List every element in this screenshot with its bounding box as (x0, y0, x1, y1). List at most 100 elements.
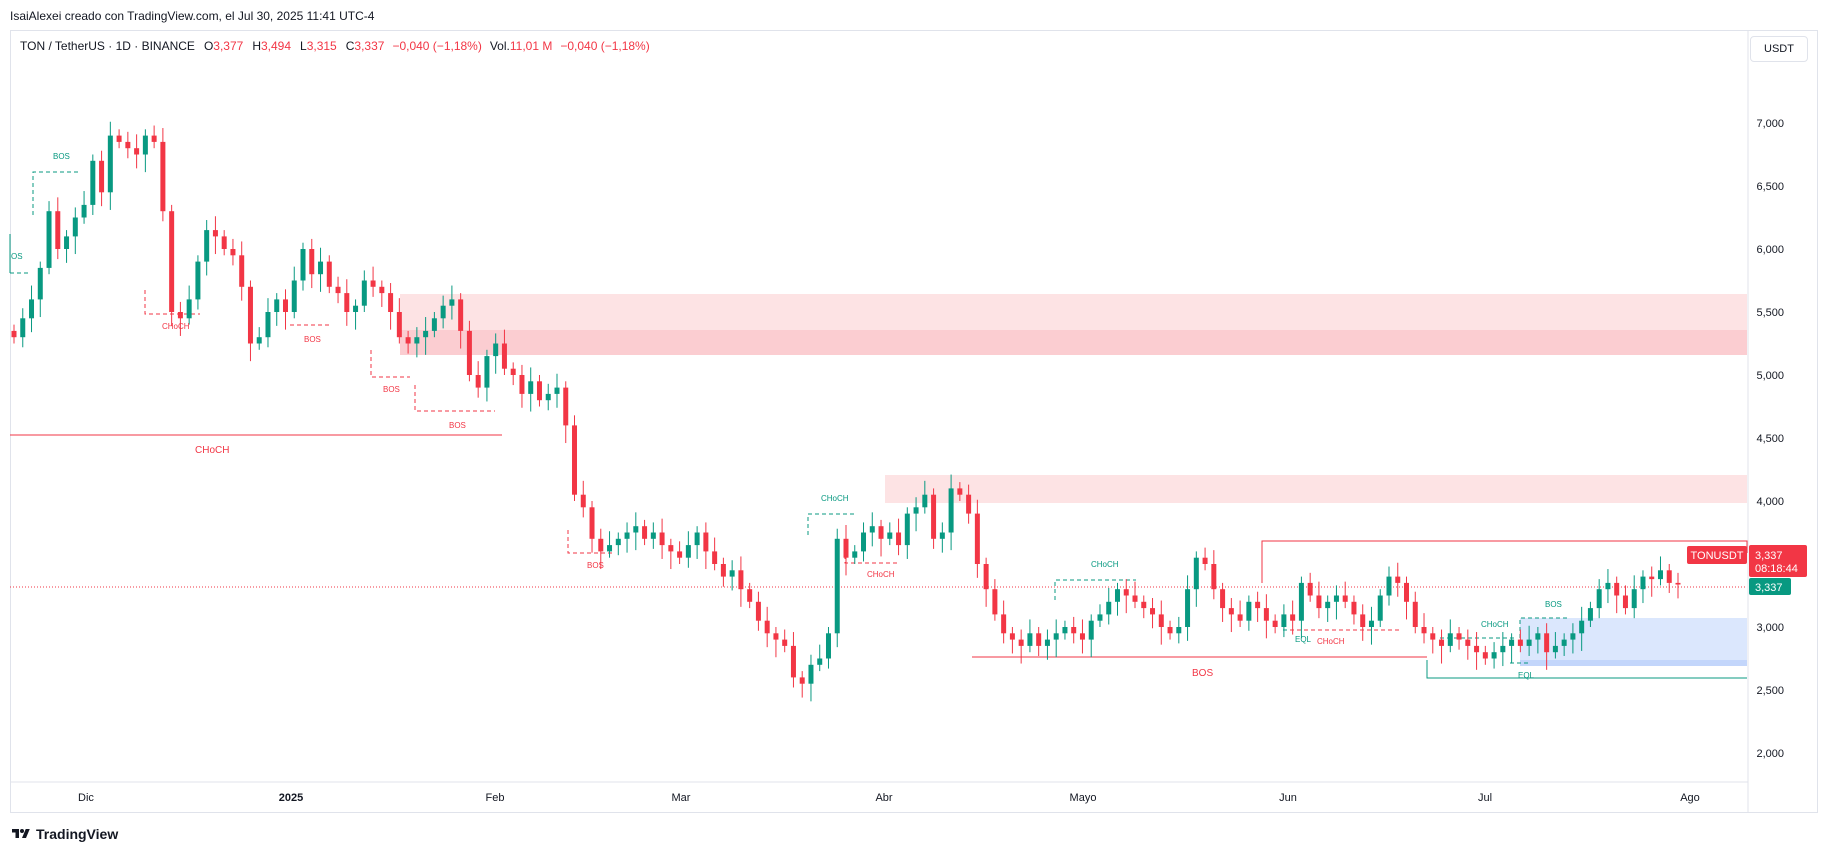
candle-body (957, 488, 963, 495)
candle-body (300, 249, 306, 281)
candle-body (204, 230, 210, 262)
supply-zone-lower (400, 330, 1747, 355)
candle-body (379, 286, 385, 294)
candle-body (90, 160, 96, 205)
candle-body (650, 532, 656, 539)
candle-body (1202, 557, 1208, 564)
candle-body (466, 330, 472, 375)
candle-body (1666, 570, 1672, 583)
candles-group (11, 121, 1681, 702)
candle-body (1395, 576, 1401, 583)
candle-body (642, 526, 648, 539)
candle-body (738, 570, 744, 590)
candle-body (1368, 620, 1374, 627)
candle-body (545, 393, 551, 401)
candle-body (265, 312, 271, 338)
candle-body (817, 658, 823, 665)
legend-volume-change: −0,040 (−1,18%) (560, 39, 650, 53)
label-choch-3: CHoCH (867, 570, 895, 579)
time-axis[interactable]: Dic 2025 Feb Mar Abr Mayo Jun Jul Ago (78, 792, 1700, 804)
candle-body (186, 299, 192, 319)
candle-body (685, 545, 691, 558)
candle-body (563, 387, 569, 426)
candle-body (353, 305, 359, 312)
price-axis[interactable]: 7,000 6,500 6,000 5,500 5,000 4,500 4,00… (1756, 118, 1784, 760)
last-price-tag: 3,337 (1755, 550, 1783, 562)
legend-change: −0,040 (−1,18%) (392, 39, 482, 53)
candle-body (1622, 595, 1628, 609)
candle-body (440, 305, 446, 319)
currency-button[interactable]: USDT (1750, 36, 1808, 62)
candle-body (913, 507, 919, 514)
candle-body (1272, 620, 1278, 627)
candle-body (677, 551, 683, 558)
candle-body (1185, 589, 1191, 627)
label-bos-4: BOS (449, 421, 466, 430)
candle-body (1640, 576, 1646, 590)
candle-body (1351, 601, 1357, 615)
candle-body (256, 337, 262, 344)
countdown-tag: 08:18:44 (1755, 563, 1798, 575)
candle-body (703, 532, 709, 552)
candle-body (20, 318, 26, 338)
brand-name: TradingView (36, 826, 119, 842)
candle-body (712, 551, 718, 564)
candle-body (869, 526, 875, 533)
candle-body (1404, 582, 1410, 602)
candle-body (291, 280, 297, 312)
candle-body (1176, 627, 1182, 634)
symbol-legend[interactable]: TON / TetherUS · 1D · BINANCE O 3,377 H … (20, 39, 650, 53)
candle-body (598, 538, 604, 552)
label-os: OS (11, 252, 23, 261)
candle-body (808, 664, 814, 684)
candle-body (633, 526, 639, 533)
candle-body (388, 293, 394, 312)
candle-body (1491, 652, 1497, 659)
candle-body (1579, 620, 1585, 634)
candle-body (1263, 608, 1269, 621)
legend-symbol[interactable]: TON / TetherUS · 1D · BINANCE (20, 39, 195, 53)
legend-low-value: 3,315 (306, 39, 337, 53)
candle-body (659, 532, 665, 546)
price-tick: 5,500 (1756, 307, 1784, 319)
legend-open-label: O (203, 39, 214, 53)
legend-volume-value: 11,01 M (509, 39, 553, 53)
candle-body (1009, 633, 1015, 640)
candle-body (64, 236, 70, 249)
candle-body (282, 299, 288, 312)
candle-body (1158, 614, 1164, 627)
chart-caption: IsaiAlexei creado con TradingView.com, e… (10, 9, 375, 23)
time-label: 2025 (279, 792, 303, 804)
candle-body (1526, 639, 1532, 646)
candle-body (729, 570, 735, 577)
demand-zone-july-edge (1520, 660, 1747, 666)
time-label: Jun (1279, 792, 1297, 804)
time-label: Mayo (1070, 792, 1097, 804)
candle-body (1570, 633, 1576, 640)
candle-body (896, 532, 902, 546)
label-bos-2: BOS (304, 335, 321, 344)
candle-body (1631, 589, 1637, 609)
label-eql-2: EQL (1518, 671, 1535, 680)
candle-body (843, 538, 849, 558)
candle-body (1561, 639, 1567, 646)
candle-body (475, 375, 481, 388)
candle-body (1596, 589, 1602, 609)
candle-body (431, 318, 437, 331)
candle-body (1053, 633, 1059, 640)
candle-body (589, 507, 595, 539)
candle-body (1290, 614, 1296, 621)
candle-body (361, 280, 367, 306)
candle-body (46, 211, 52, 268)
time-label: Dic (78, 792, 94, 804)
candle-body (1447, 633, 1453, 646)
candle-body (939, 532, 945, 539)
candle-body (694, 532, 700, 546)
candle-body (1228, 608, 1234, 615)
candle-body (1097, 614, 1103, 621)
candle-body (782, 639, 788, 646)
candle-body (1001, 614, 1007, 634)
tradingview-brand[interactable]: TradingView (10, 826, 118, 842)
eql-line-low (1426, 660, 1747, 679)
